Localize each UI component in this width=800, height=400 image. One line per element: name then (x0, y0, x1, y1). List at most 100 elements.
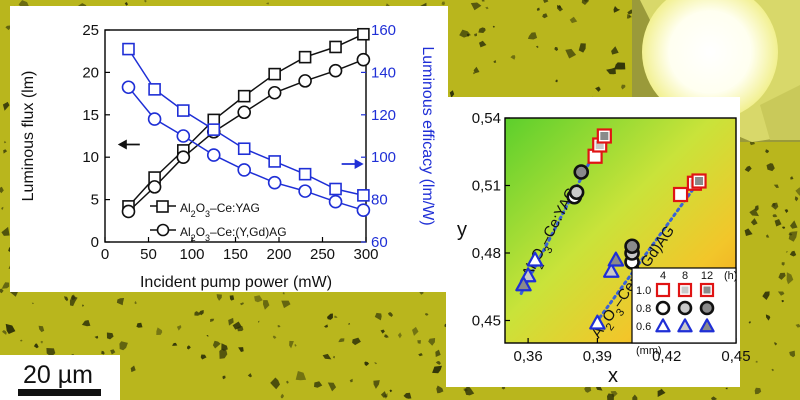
grain (198, 310, 204, 316)
series-2-marker (298, 167, 312, 181)
grain (46, 348, 56, 357)
grain (789, 350, 796, 358)
led-emitter (642, 0, 778, 120)
grain (265, 2, 270, 5)
cie-legend-col-label: 12 (701, 270, 713, 282)
grain (621, 84, 626, 90)
grain (744, 228, 753, 236)
grain (237, 326, 244, 332)
series-2-marker (148, 83, 161, 96)
grain (94, 335, 99, 339)
grain (748, 321, 751, 324)
grain (31, 302, 34, 305)
grain (71, 294, 76, 301)
flux-chart-legend: Al2O3–Ce:YAG Al2O3–Ce:(Y,Gd)AG (150, 200, 287, 243)
cie-legend-marker (677, 318, 693, 333)
grain (790, 220, 798, 229)
grain (352, 337, 361, 346)
grain (272, 335, 277, 339)
series-3-marker (176, 129, 191, 143)
grain (228, 317, 234, 326)
grain (789, 250, 797, 257)
grain (774, 219, 782, 227)
x-tick-label: 100 (179, 246, 204, 263)
grain (286, 380, 289, 384)
grain (464, 385, 475, 396)
grain (3, 140, 7, 144)
grain (765, 149, 769, 154)
grain (295, 371, 307, 381)
grain (327, 313, 333, 320)
axis-arrow-right (341, 158, 364, 169)
x-tick-label: 50 (140, 246, 157, 263)
series-2-marker (357, 189, 370, 202)
grain (606, 67, 616, 75)
grain (106, 332, 114, 340)
cie-legend-row-label: 1.0 (636, 285, 651, 297)
grain (542, 13, 548, 19)
flux-chart-y2-label: Luminous efficacy (lm/W) (419, 46, 436, 225)
series-1-marker (176, 150, 191, 164)
grain (206, 335, 209, 337)
grain (554, 47, 559, 51)
grain (374, 312, 382, 321)
series-0-marker (329, 40, 342, 54)
series-3-marker (298, 184, 312, 198)
grain (578, 43, 586, 53)
cie-legend-col-unit: (h) (724, 270, 737, 282)
grain (790, 176, 794, 180)
y2-tick-label: 120 (371, 107, 396, 124)
cie-x-tick-label: 0,45 (721, 348, 750, 365)
grain (187, 345, 191, 350)
grain (774, 341, 778, 346)
grain (412, 326, 419, 336)
series-0-marker (268, 67, 281, 81)
grain (771, 368, 774, 372)
grain (81, 320, 91, 327)
grain (403, 392, 412, 399)
grain (762, 291, 770, 300)
cie-chart-axes: 0,36 0,39 0,42 0,45 0,45 0,48 0,51 0,54 (472, 110, 751, 365)
cie-point (589, 314, 606, 330)
grain (610, 391, 618, 398)
grain (660, 388, 663, 392)
grain (222, 375, 226, 380)
grain (628, 15, 632, 18)
cie-legend-col-label: 8 (682, 270, 688, 282)
cie-point (607, 251, 625, 267)
grain (221, 343, 228, 351)
grain (766, 163, 775, 172)
grain (481, 0, 485, 2)
series-2-marker (122, 42, 135, 56)
series-3-marker (328, 194, 343, 209)
grain (773, 184, 779, 188)
axis-arrow-left (117, 139, 140, 150)
grain (380, 391, 388, 398)
grain (289, 340, 294, 349)
grain (418, 353, 423, 357)
y2-tick-label: 100 (371, 149, 396, 166)
grain (334, 315, 338, 318)
grain (428, 338, 436, 346)
y-tick-label: 5 (91, 192, 99, 209)
grain (327, 382, 337, 392)
grain (294, 344, 297, 347)
grain (786, 272, 794, 285)
scale-bar-label: 20 µm (23, 361, 93, 389)
series-3-marker (356, 203, 371, 217)
cie-x-tick-label: 0,36 (513, 348, 542, 365)
x-tick-label: 0 (101, 246, 109, 263)
grain (470, 2, 482, 11)
cie-point (603, 262, 620, 278)
grain (543, 0, 549, 3)
flux-chart-x-label: Incident pump power (mW) (140, 274, 332, 291)
grain (349, 378, 353, 383)
flux-chart-y-label: Luminous flux (lm) (20, 71, 37, 202)
grain (130, 365, 136, 373)
grain (794, 196, 799, 202)
cie-y-tick-label: 0,45 (472, 313, 501, 330)
grain (82, 304, 84, 307)
grain (1, 226, 10, 236)
grain (229, 295, 235, 301)
grain (373, 380, 380, 389)
